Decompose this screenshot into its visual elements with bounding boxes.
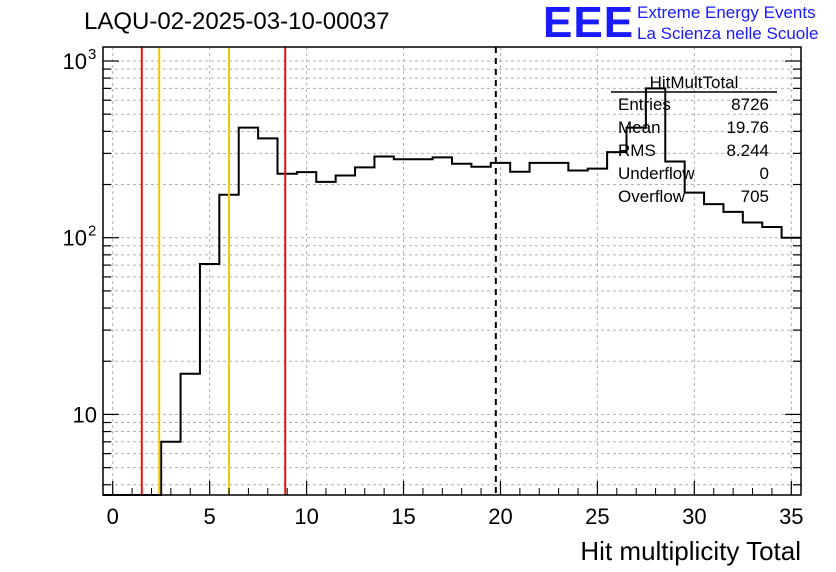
stats-label: Entries bbox=[618, 95, 671, 114]
page-title: LAQU-02-2025-03-10-00037 bbox=[84, 8, 390, 35]
histogram-bin bbox=[181, 374, 200, 495]
x-tick-label: 5 bbox=[204, 504, 216, 529]
histogram-bin bbox=[471, 167, 490, 495]
x-tick-label: 25 bbox=[585, 504, 609, 529]
stats-label: Overflow bbox=[618, 187, 686, 206]
histogram-bin bbox=[297, 172, 316, 495]
x-tick-label: 10 bbox=[294, 504, 318, 529]
histogram-layer bbox=[103, 87, 801, 496]
x-tick-label: 0 bbox=[107, 504, 119, 529]
histogram-bin bbox=[433, 157, 452, 495]
marker-lines-layer bbox=[140, 47, 497, 495]
grid-layer bbox=[103, 47, 801, 495]
logo-subtitle-line2: La Scienza nelle Scuole bbox=[637, 24, 819, 43]
x-tick-label: 30 bbox=[682, 504, 706, 529]
stats-value: 8726 bbox=[731, 95, 769, 114]
histogram-bin bbox=[239, 128, 258, 495]
x-tick-label: 35 bbox=[779, 504, 803, 529]
histogram-bin bbox=[549, 163, 568, 495]
histogram-bin bbox=[588, 169, 607, 495]
histogram-bin bbox=[530, 163, 549, 495]
histogram-bin bbox=[743, 222, 762, 495]
stats-title: HitMultTotal bbox=[650, 73, 739, 92]
y-tick-label: 10 bbox=[63, 226, 87, 251]
histogram-bin bbox=[278, 174, 297, 495]
stats-label: Mean bbox=[618, 118, 661, 137]
y-tick-exponent: 2 bbox=[88, 223, 96, 240]
y-tick-label: 10 bbox=[63, 49, 87, 74]
histogram-bin bbox=[394, 159, 413, 495]
histogram-bin bbox=[161, 442, 180, 495]
histogram-bin bbox=[723, 212, 742, 495]
stats-label: Underflow bbox=[618, 164, 695, 183]
y-tick-label: 10 bbox=[73, 402, 97, 427]
histogram-bin bbox=[200, 264, 219, 495]
histogram-bin bbox=[685, 193, 704, 495]
histogram-outline bbox=[103, 87, 801, 496]
x-axis-title: Hit multiplicity Total bbox=[580, 536, 801, 566]
histogram-bin bbox=[665, 161, 684, 495]
plot-frame bbox=[102, 46, 802, 496]
stats-box: HitMultTotal Entries 8726 Mean 19.76 RMS 8.244… bbox=[611, 73, 777, 206]
histogram-bin bbox=[762, 227, 781, 495]
histogram-bin bbox=[452, 164, 471, 495]
histogram-bin bbox=[336, 175, 355, 495]
histogram-bin bbox=[704, 204, 723, 495]
eee-logo: EEE bbox=[543, 0, 635, 47]
stats-label: RMS bbox=[618, 141, 656, 160]
histogram-bin bbox=[510, 172, 529, 495]
stats-value: 8.244 bbox=[726, 141, 769, 160]
histogram-bin bbox=[782, 238, 801, 495]
stats-value: 705 bbox=[741, 187, 769, 206]
x-tick-label: 20 bbox=[488, 504, 512, 529]
histogram-bin bbox=[258, 138, 277, 495]
stats-value: 19.76 bbox=[726, 118, 769, 137]
y-tick-exponent: 3 bbox=[88, 46, 96, 63]
histogram-bin bbox=[568, 171, 587, 495]
histogram-bin bbox=[316, 182, 335, 495]
histogram-bin bbox=[374, 157, 393, 495]
logo-subtitle-line1: Extreme Energy Events bbox=[637, 3, 816, 22]
stats-value: 0 bbox=[760, 164, 769, 183]
histogram-bin bbox=[413, 159, 432, 495]
histogram-bin bbox=[355, 167, 374, 495]
x-tick-label: 15 bbox=[391, 504, 415, 529]
histogram-bin bbox=[491, 163, 510, 495]
